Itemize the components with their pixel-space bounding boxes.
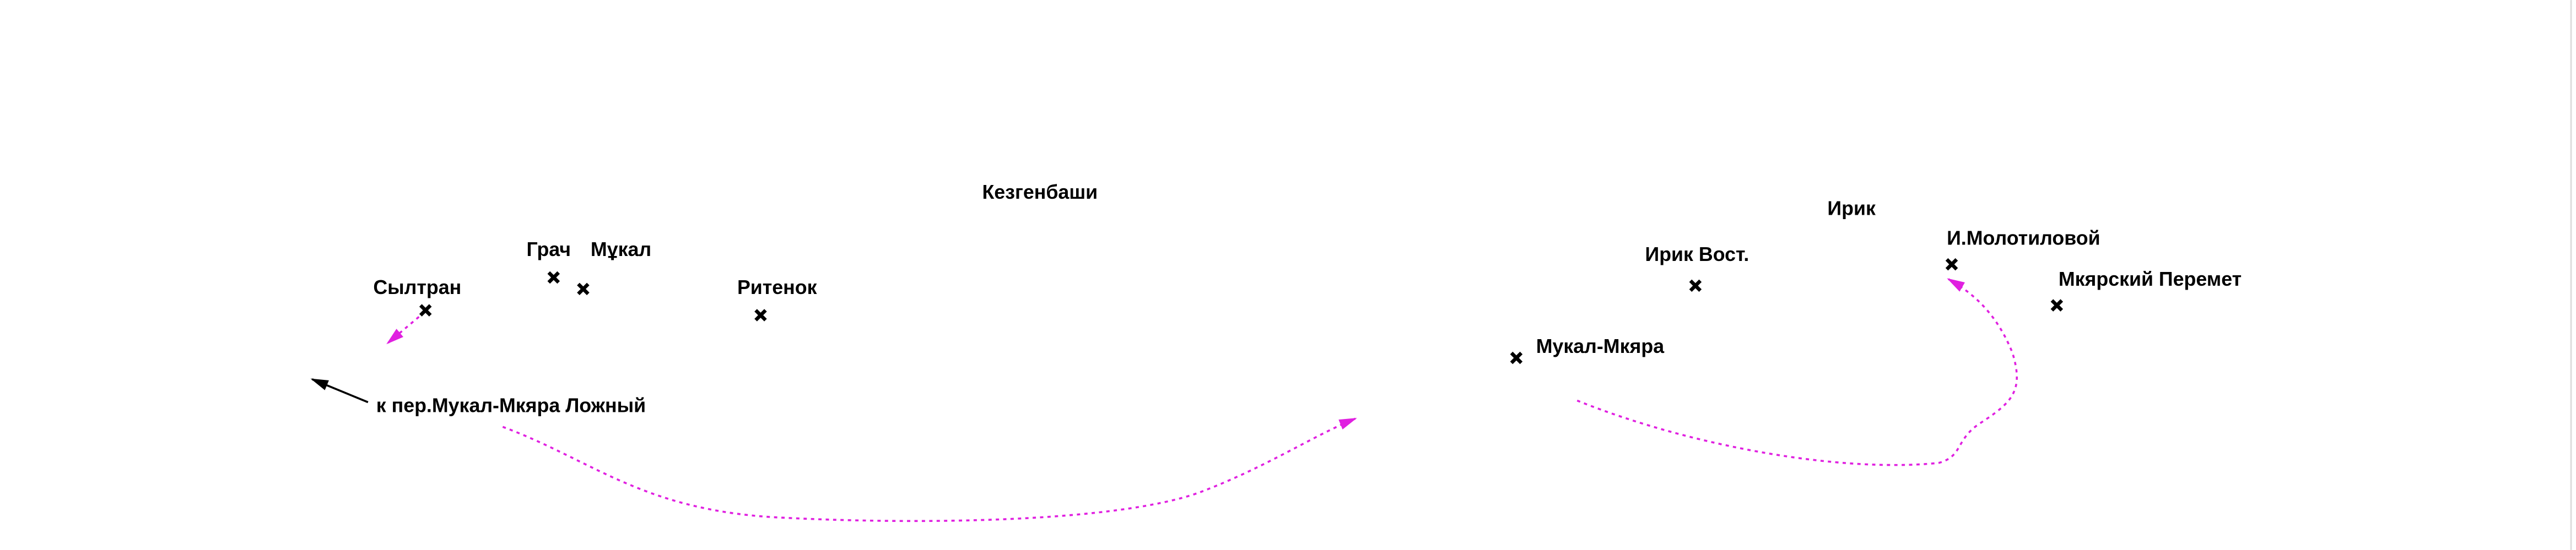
place-label: Мкярский Перемет [2059, 268, 2242, 290]
place-label: И.Молотиловой [1947, 227, 2100, 249]
route [1576, 278, 2018, 466]
place-label: Ирик [1827, 198, 1876, 220]
place-label: Ирик Вост. [1645, 243, 1749, 265]
route [386, 316, 420, 345]
direction-note: к пер.Мукал-Мкяра Ложный [376, 394, 646, 416]
direction-arrow [310, 378, 369, 404]
place-label: Кезгенбаши [982, 181, 1098, 203]
point-markers [419, 258, 2064, 364]
place-label: Ритенок [737, 276, 817, 298]
route [502, 417, 1357, 522]
place-label: Грач [527, 238, 571, 260]
place-label: Мукал-Мкяра [1536, 335, 1665, 357]
place-label: Сылтран [373, 276, 461, 298]
place-label: Мұкал [591, 238, 651, 260]
